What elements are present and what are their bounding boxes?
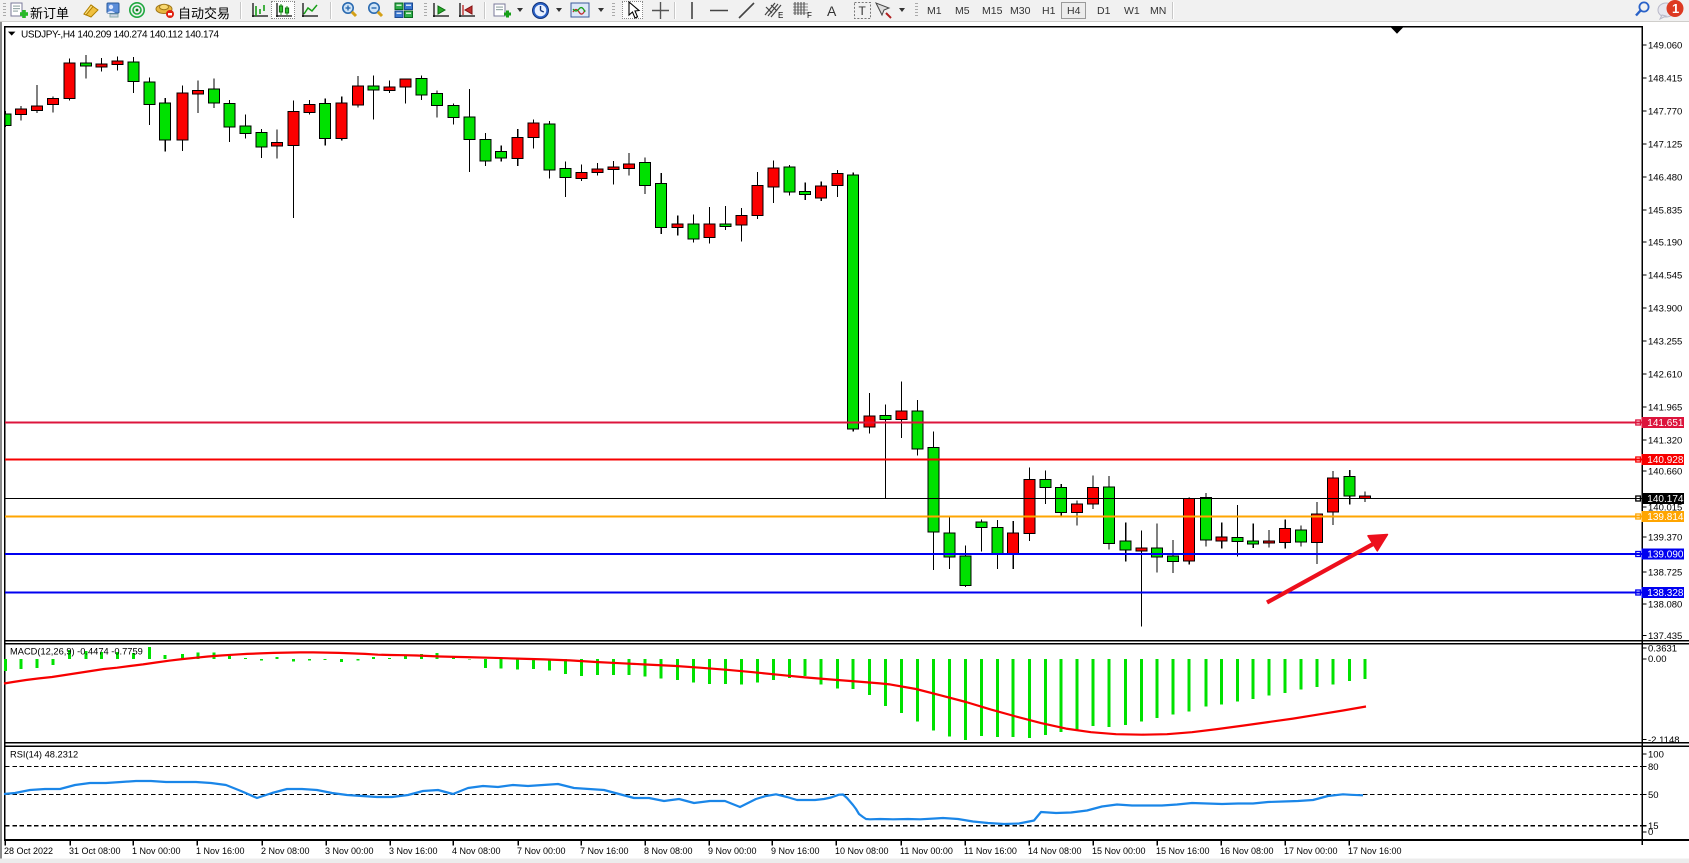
svg-text:3 Nov 16:00: 3 Nov 16:00 xyxy=(389,846,438,856)
svg-text:9 Nov 16:00: 9 Nov 16:00 xyxy=(771,846,820,856)
svg-text:0.3631: 0.3631 xyxy=(1648,643,1677,654)
svg-text:15 Nov 16:00: 15 Nov 16:00 xyxy=(1156,846,1210,856)
svg-text:28 Oct 2022: 28 Oct 2022 xyxy=(4,846,53,856)
svg-text:8 Nov 08:00: 8 Nov 08:00 xyxy=(644,846,693,856)
svg-text:138.328: 138.328 xyxy=(1647,588,1684,599)
svg-text:11 Nov 16:00: 11 Nov 16:00 xyxy=(964,846,1017,856)
svg-text:3 Nov 00:00: 3 Nov 00:00 xyxy=(325,846,374,856)
svg-text:147.125: 147.125 xyxy=(1648,139,1682,150)
svg-text:1 Nov 00:00: 1 Nov 00:00 xyxy=(132,846,181,856)
svg-text:145.190: 145.190 xyxy=(1648,237,1682,248)
svg-text:139.090: 139.090 xyxy=(1647,550,1684,561)
svg-text:RSI(14) 48.2312: RSI(14) 48.2312 xyxy=(10,750,78,760)
svg-text:4 Nov 08:00: 4 Nov 08:00 xyxy=(452,846,501,856)
svg-text:16 Nov 08:00: 16 Nov 08:00 xyxy=(1220,846,1274,856)
svg-text:14 Nov 08:00: 14 Nov 08:00 xyxy=(1028,846,1082,856)
svg-text:140.660: 140.660 xyxy=(1648,466,1682,477)
svg-text:139.814: 139.814 xyxy=(1647,512,1684,523)
svg-text:141.965: 141.965 xyxy=(1648,402,1682,413)
svg-text:80: 80 xyxy=(1648,762,1659,773)
svg-text:T: T xyxy=(859,4,867,18)
svg-text:138.080: 138.080 xyxy=(1648,599,1682,610)
svg-text:-2.1148: -2.1148 xyxy=(1648,735,1680,746)
svg-text:7 Nov 00:00: 7 Nov 00:00 xyxy=(517,846,566,856)
svg-text:142.610: 142.610 xyxy=(1648,369,1682,380)
svg-text:147.770: 147.770 xyxy=(1648,106,1682,117)
svg-text:15: 15 xyxy=(1648,821,1659,832)
svg-text:17 Nov 16:00: 17 Nov 16:00 xyxy=(1348,846,1402,856)
svg-text:137.435: 137.435 xyxy=(1648,631,1682,642)
svg-text:31 Oct 08:00: 31 Oct 08:00 xyxy=(69,846,121,856)
svg-text:0.00: 0.00 xyxy=(1648,654,1667,665)
svg-text:7 Nov 16:00: 7 Nov 16:00 xyxy=(580,846,629,856)
svg-text:148.415: 148.415 xyxy=(1648,73,1682,84)
svg-text:145.835: 145.835 xyxy=(1648,205,1682,216)
svg-text:MACD(12,26,9) -0.4474 -0.7759: MACD(12,26,9) -0.4474 -0.7759 xyxy=(10,647,143,657)
svg-text:149.060: 149.060 xyxy=(1648,40,1682,51)
svg-text:17 Nov 00:00: 17 Nov 00:00 xyxy=(1284,846,1338,856)
svg-text:2 Nov 08:00: 2 Nov 08:00 xyxy=(261,846,310,856)
svg-text:1: 1 xyxy=(1672,1,1679,16)
svg-text:139.370: 139.370 xyxy=(1648,532,1682,543)
svg-text:141.320: 141.320 xyxy=(1648,435,1682,446)
svg-text:0: 0 xyxy=(1648,827,1653,838)
svg-text:10 Nov 08:00: 10 Nov 08:00 xyxy=(835,846,889,856)
svg-text:140.015: 140.015 xyxy=(1648,502,1682,513)
svg-text:15 Nov 00:00: 15 Nov 00:00 xyxy=(1092,846,1146,856)
svg-text:100: 100 xyxy=(1648,750,1664,761)
svg-text:146.480: 146.480 xyxy=(1648,172,1682,183)
svg-text:143.255: 143.255 xyxy=(1648,336,1682,347)
svg-text:140.928: 140.928 xyxy=(1647,455,1684,466)
svg-text:USDJPY-,H4 140.209 140.274 14: USDJPY-,H4 140.209 140.274 140.112 140.1… xyxy=(21,30,219,41)
svg-text:E: E xyxy=(778,11,783,20)
svg-text:1 Nov 16:00: 1 Nov 16:00 xyxy=(196,846,245,856)
svg-text:143.900: 143.900 xyxy=(1648,303,1682,314)
svg-text:50: 50 xyxy=(1648,790,1659,801)
svg-text:138.725: 138.725 xyxy=(1648,567,1682,578)
svg-text:140.174: 140.174 xyxy=(1647,494,1684,505)
svg-text:F: F xyxy=(807,11,812,20)
svg-text:9 Nov 00:00: 9 Nov 00:00 xyxy=(708,846,757,856)
svg-text:11 Nov 00:00: 11 Nov 00:00 xyxy=(900,846,953,856)
svg-text:144.545: 144.545 xyxy=(1648,270,1682,281)
svg-text:141.651: 141.651 xyxy=(1647,418,1684,429)
